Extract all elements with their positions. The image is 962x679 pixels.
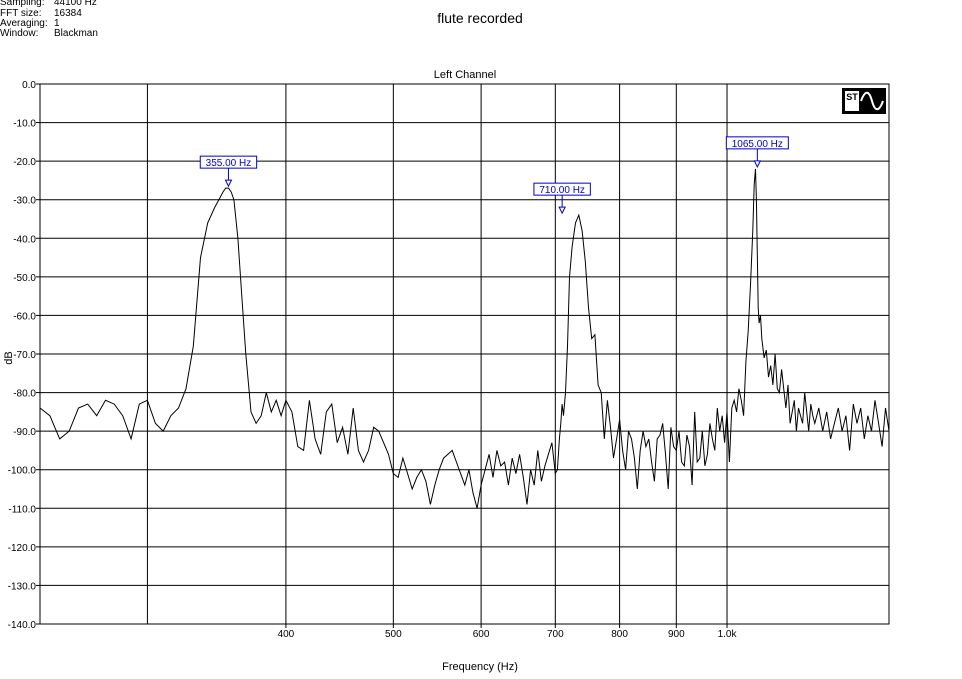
y-tick-label: -140.0 <box>8 620 37 631</box>
y-tick-label: -70.0 <box>13 350 36 361</box>
x-tick-label: 800 <box>611 629 628 640</box>
y-ticks: 0.0 -10.0 -20.0 -30.0 -40.0 -50.0 -60.0 -70.0 -8… <box>8 80 40 631</box>
meta-value: 16384 <box>54 8 82 19</box>
peak-marker: 710.00 Hz <box>533 182 591 215</box>
x-tick-label: 500 <box>385 629 402 640</box>
meta-row-fft-size: FFT size: 16384 <box>0 9 82 19</box>
y-tick-label: -110.0 <box>8 504 36 515</box>
plot-frame <box>39 83 890 625</box>
x-tick-label: 700 <box>547 629 564 640</box>
y-tick-label: -20.0 <box>13 157 36 168</box>
y-axis-label: dB <box>3 351 15 364</box>
peak-markers: 355.00 Hz 710.00 Hz 1065.00 Hz <box>199 136 789 215</box>
meta-value: 44100 Hz <box>54 0 97 8</box>
peak-label: 355.00 Hz <box>206 158 252 169</box>
y-tick-label: -10.0 <box>13 119 36 130</box>
y-tick-label: -30.0 <box>13 196 36 207</box>
x-tick-label: 600 <box>473 629 490 640</box>
st-logo: ST <box>842 88 886 114</box>
peak-marker: 1065.00 Hz <box>725 136 789 168</box>
y-tick-label: -50.0 <box>13 273 36 284</box>
y-tick-label: -100.0 <box>8 466 37 477</box>
x-tick-label: 900 <box>668 629 685 640</box>
meta-value: 1 <box>54 18 60 29</box>
sine-wave-icon: ST <box>845 91 884 111</box>
grid <box>40 83 889 625</box>
peak-marker: 355.00 Hz <box>199 155 258 188</box>
meta-row-sampling: Sampling: 44100 Hz <box>0 0 97 8</box>
chart-title: flute recorded <box>437 10 523 26</box>
x-ticks: 400 500 600 700 800 900 1.0k <box>278 624 738 640</box>
peak-label: 710.00 Hz <box>539 185 585 196</box>
peak-arrow-icon <box>558 206 566 215</box>
x-tick-label: 1.0k <box>718 629 738 640</box>
meta-key: FFT size: <box>0 8 42 19</box>
y-tick-label: -60.0 <box>13 311 36 322</box>
peak-label: 1065.00 Hz <box>732 139 783 150</box>
series-layer <box>39 168 890 509</box>
y-tick-label: -120.0 <box>8 543 37 554</box>
peak-arrow-icon <box>753 160 762 168</box>
chart-subtitle: Left Channel <box>434 69 496 81</box>
x-axis-label: Frequency (Hz) <box>442 661 518 673</box>
y-tick-label: -80.0 <box>13 389 36 400</box>
meta-key: Window: <box>0 28 39 39</box>
meta-row-averaging: Averaging: 1 <box>0 19 60 29</box>
x-tick-label: 400 <box>278 629 295 640</box>
y-tick-label: -130.0 <box>8 581 37 592</box>
meta-value: Blackman <box>54 28 98 39</box>
meta-key: Sampling: <box>0 0 45 8</box>
spectrum-line <box>39 168 890 509</box>
meta-key: Averaging: <box>0 18 48 29</box>
y-tick-label: 0.0 <box>22 80 36 91</box>
y-tick-label: -40.0 <box>13 234 36 245</box>
logo-text: ST <box>846 92 858 102</box>
peak-arrow-icon <box>224 179 233 188</box>
y-tick-label: -90.0 <box>13 427 36 438</box>
meta-row-window: Window: Blackman <box>0 29 98 39</box>
